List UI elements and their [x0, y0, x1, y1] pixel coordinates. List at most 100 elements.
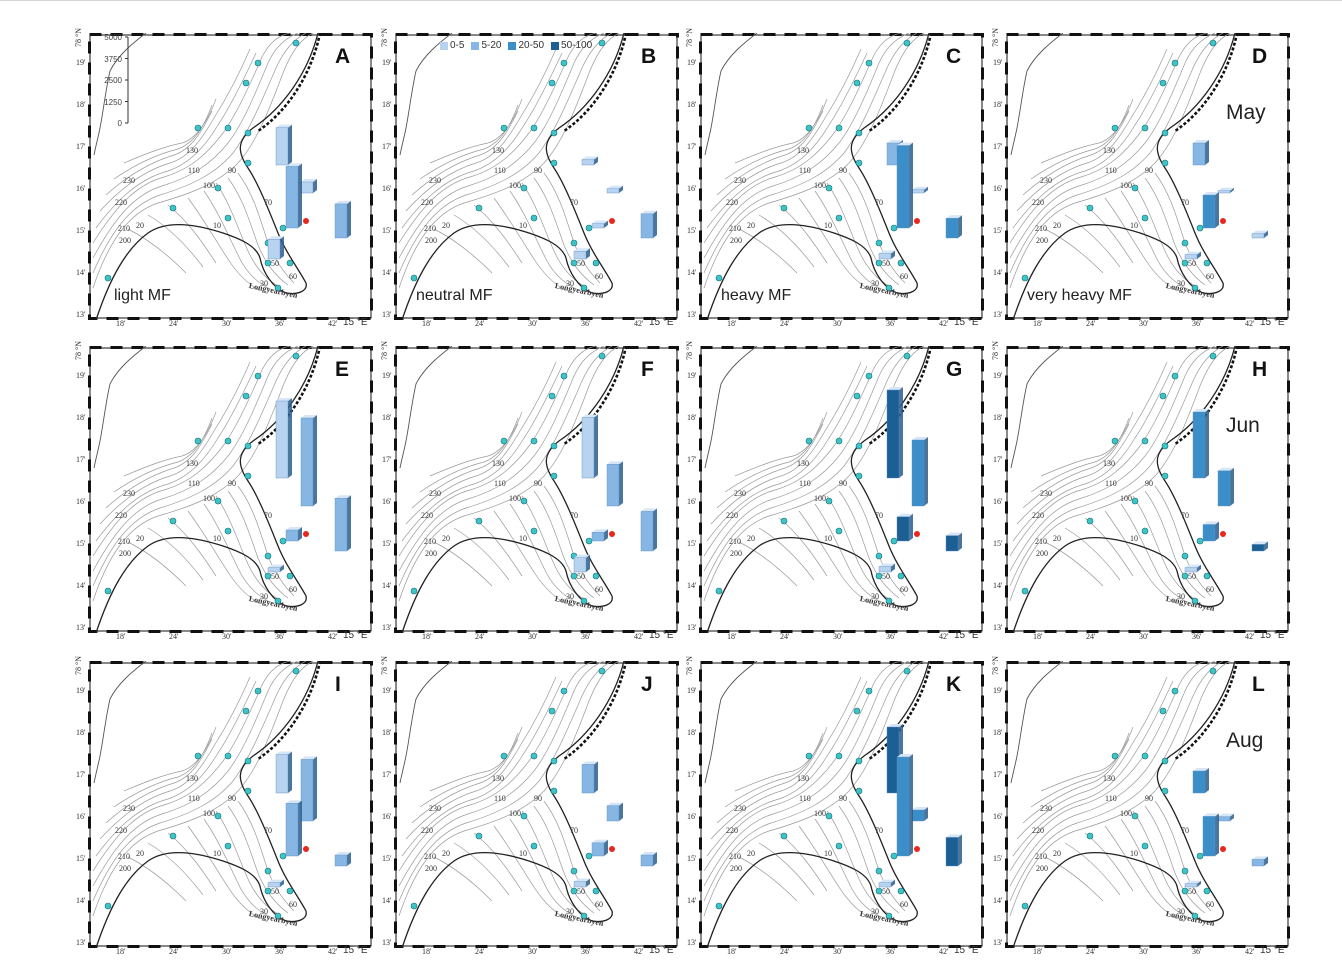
legend-swatch [551, 41, 560, 50]
depth-label: 70 [570, 511, 578, 520]
condition-label: light MF [114, 287, 171, 304]
lat-tick-label: 18' [76, 413, 86, 422]
station-marker [570, 259, 578, 267]
station-marker [279, 852, 287, 860]
station-marker [1209, 667, 1217, 675]
bar-top [1203, 521, 1219, 525]
station-marker [242, 79, 250, 87]
bar-top [301, 179, 317, 182]
lat-tick-label: 19' [382, 58, 392, 67]
lat-degree-label: 78 °N [74, 656, 83, 675]
lat-tick-label: 16' [993, 184, 1003, 193]
bar-top [286, 800, 302, 804]
depth-contour [738, 541, 798, 587]
depth-contour [1040, 98, 1134, 164]
depth-contour [187, 197, 261, 292]
depth-label: 210 [1035, 537, 1047, 546]
depth-label: 90 [534, 166, 542, 175]
scale-label: 1250 [104, 97, 122, 107]
bar-side [298, 527, 302, 541]
lat-tick-label: 13' [382, 310, 392, 319]
depth-contour [92, 661, 291, 872]
bar-side [1230, 813, 1234, 821]
station-marker [1209, 39, 1217, 47]
condition-label: neutral MF [416, 287, 493, 304]
lon-tick-label: 18' [727, 947, 737, 956]
depth-label: 130 [1103, 146, 1115, 155]
depth-label: 30 [260, 592, 268, 601]
bar-front [640, 854, 654, 867]
depth-contour [433, 856, 493, 902]
depth-contour [1120, 818, 1188, 918]
lon-tick-label: 42' [634, 947, 644, 956]
scale-label: 3750 [104, 54, 122, 64]
depth-contour [127, 541, 187, 587]
station-marker [1181, 259, 1189, 267]
map-dashed-border [394, 661, 679, 948]
panel-label-k: K [946, 673, 962, 696]
bar-front [267, 238, 281, 260]
station-marker [780, 204, 788, 212]
station-marker [1203, 259, 1211, 267]
panel-label-l: L [1252, 673, 1265, 696]
depth-contour [92, 346, 307, 587]
lat-tick-label: 16' [993, 497, 1003, 506]
bar-front [300, 417, 314, 507]
bar-4 [945, 834, 962, 867]
depth-contours [92, 33, 314, 292]
station-marker [903, 667, 911, 675]
bar-5 [1184, 251, 1201, 260]
lat-tick-label: 17' [687, 142, 697, 151]
lon-tick-label: 36' [275, 947, 285, 956]
depth-contour [509, 818, 577, 918]
lat-tick-label: 19' [687, 58, 697, 67]
bar-side [653, 508, 657, 551]
depth-contour [1009, 661, 1216, 887]
lat-tick-label: 18' [76, 728, 86, 737]
depth-label: 60 [900, 585, 908, 594]
station-marker [835, 124, 843, 132]
bar-front [1217, 816, 1231, 822]
depth-contour [493, 510, 567, 605]
lon-tick-label: 24' [475, 632, 485, 641]
bar-front [878, 253, 892, 260]
bar-side [958, 532, 962, 551]
bar-3 [896, 142, 913, 229]
reference-point [1220, 531, 1226, 537]
station-marker [585, 224, 593, 232]
station-marker [224, 124, 232, 132]
station-marker [897, 572, 905, 580]
lon-tick-label: 24' [169, 632, 179, 641]
bar-side [924, 437, 928, 506]
station-marker [855, 757, 863, 765]
depth-contour [92, 33, 299, 259]
bar-side [1264, 230, 1268, 238]
station-marker [853, 79, 861, 87]
lat-degree-label: 78 °N [74, 28, 83, 47]
lon-tick-label: 36' [1192, 947, 1202, 956]
depth-label: 50 [577, 259, 585, 268]
bar-front [878, 566, 892, 573]
reference-point [609, 218, 615, 224]
station-marker [550, 787, 558, 795]
depth-label: 230 [429, 489, 441, 498]
coastline [95, 223, 287, 320]
station-marker [885, 597, 893, 605]
depth-contour [105, 423, 213, 509]
station-marker [550, 472, 558, 480]
bar-side [313, 415, 317, 506]
station-marker [550, 129, 558, 137]
depth-label: 70 [264, 198, 272, 207]
lat-tick-label: 19' [76, 686, 86, 695]
depth-contour [1044, 856, 1104, 902]
map-frame [1006, 34, 1289, 319]
depth-label: 70 [570, 198, 578, 207]
bar-1 [275, 398, 292, 479]
shelf-edge [1174, 346, 1239, 446]
bar-top [574, 878, 590, 882]
station-marker [520, 812, 528, 820]
bar-top [1252, 541, 1268, 545]
depth-contour [429, 726, 523, 792]
